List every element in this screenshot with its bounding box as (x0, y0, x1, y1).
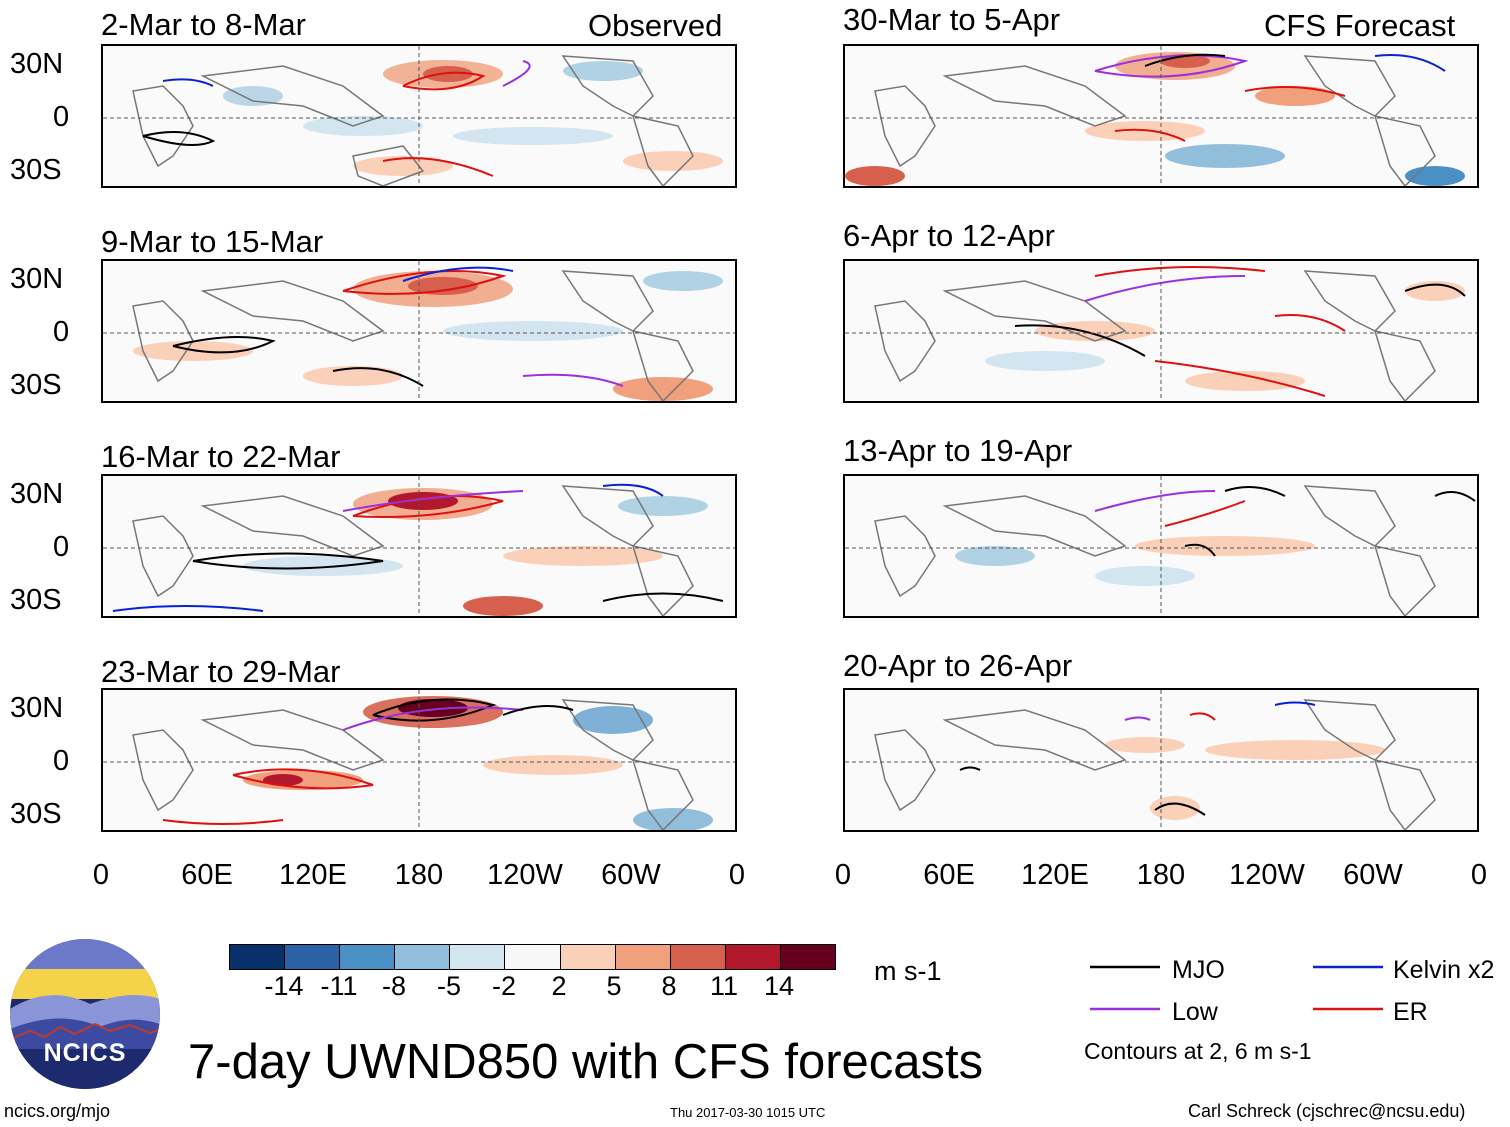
map-panel-2 (101, 259, 737, 403)
footer-url[interactable]: ncics.org/mjo (4, 1101, 111, 1121)
lon-label-right-60e: 60E (923, 859, 975, 891)
colorbar-swatch-5 (504, 945, 560, 969)
map-panel-8-graphic (845, 690, 1477, 830)
forecast-header: CFS Forecast (1264, 8, 1456, 43)
lon-label-left-60w: 60W (601, 859, 661, 891)
lat-label-0-2: 0 (53, 316, 70, 348)
panel-title-7: 13-Apr to 19-Apr (843, 433, 1073, 468)
footer-credit: Carl Schreck (cjschrec@ncsu.edu) (1188, 1101, 1466, 1121)
colorbar-swatch-6 (559, 945, 615, 969)
lon-label-right-120e: 120E (1021, 859, 1089, 891)
colorbar-swatch-0 (230, 945, 285, 969)
map-panel-4 (101, 688, 737, 832)
colorbar-swatch-1 (284, 945, 340, 969)
lon-label-right-0-end: 0 (1470, 859, 1488, 891)
lat-label-30n-2: 30N (10, 263, 64, 295)
colorbar-label: 2 (551, 971, 567, 1001)
lon-label-left-0: 0 (92, 859, 110, 891)
panel-title-6: 6-Apr to 12-Apr (843, 218, 1055, 253)
colorbar-label: -11 (320, 971, 358, 1001)
lat-label-30s-4: 30S (10, 798, 62, 830)
lon-label-left-60e: 60E (181, 859, 233, 891)
map-panel-5-graphic (845, 46, 1477, 186)
panel-title-3: 16-Mar to 22-Mar (101, 439, 341, 474)
lat-label-30n-3: 30N (10, 478, 64, 510)
colorbar-units: m s-1 (874, 956, 942, 986)
legend-contour-note: Contours at 2, 6 m s-1 (1084, 1038, 1312, 1064)
panel-title-1: 2-Mar to 8-Mar (101, 7, 306, 42)
lat-label-30n-1: 30N (10, 48, 64, 80)
lat-label-0-1: 0 (53, 101, 70, 133)
colorbar (229, 944, 836, 970)
panel-title-5: 30-Mar to 5-Apr (843, 2, 1061, 37)
colorbar-swatch-3 (394, 945, 450, 969)
colorbar-label: 11 (709, 971, 739, 1001)
colorbar-label: 5 (606, 971, 622, 1001)
map-panel-1 (101, 44, 737, 188)
lat-label-30s-2: 30S (10, 369, 62, 401)
legend-label-kelvin: Kelvin x2 (1393, 956, 1495, 984)
lon-label-left-0-end: 0 (728, 859, 746, 891)
legend-line-mjo (1090, 965, 1160, 969)
panel-title-2: 9-Mar to 15-Mar (101, 224, 324, 259)
colorbar-swatch-9 (724, 945, 780, 969)
colorbar-label: -8 (381, 971, 407, 1001)
map-panel-8 (843, 688, 1479, 832)
map-panel-5 (843, 44, 1479, 188)
lat-label-30s-3: 30S (10, 584, 62, 616)
legend-line-er (1313, 1007, 1383, 1011)
colorbar-swatch-8 (669, 945, 725, 969)
lon-label-left-120w: 120W (487, 859, 563, 891)
map-panel-2-graphic (103, 261, 735, 401)
colorbar-label: 14 (763, 971, 795, 1001)
lon-label-right-60w: 60W (1343, 859, 1403, 891)
lon-label-left-180: 180 (394, 859, 444, 891)
colorbar-swatch-2 (339, 945, 395, 969)
map-panel-3 (101, 474, 737, 618)
legend-label-er: ER (1393, 998, 1428, 1026)
colorbar-label: -2 (491, 971, 517, 1001)
observed-header: Observed (588, 8, 723, 43)
panel-title-4: 23-Mar to 29-Mar (101, 654, 341, 689)
map-panel-4-graphic (103, 690, 735, 830)
legend-line-kelvin (1313, 965, 1383, 969)
lat-label-0-3: 0 (53, 531, 70, 563)
lon-label-right-120w: 120W (1229, 859, 1305, 891)
colorbar-swatch-4 (449, 945, 505, 969)
colorbar-label: 8 (661, 971, 677, 1001)
figure-title: 7-day UWND850 with CFS forecasts (188, 1035, 984, 1089)
panel-title-8: 20-Apr to 26-Apr (843, 648, 1073, 683)
lon-label-left-120e: 120E (279, 859, 347, 891)
colorbar-label: -14 (264, 971, 304, 1001)
map-panel-6-graphic (845, 261, 1477, 401)
lat-label-30n-4: 30N (10, 692, 64, 724)
map-panel-7 (843, 474, 1479, 618)
colorbar-label: -5 (436, 971, 462, 1001)
colorbar-swatch-7 (614, 945, 670, 969)
legend-label-mjo: MJO (1172, 956, 1225, 984)
ncics-logo-text: NCICS (43, 1039, 127, 1067)
map-panel-6 (843, 259, 1479, 403)
lon-label-right-0: 0 (834, 859, 852, 891)
lon-label-right-180: 180 (1136, 859, 1186, 891)
map-panel-3-graphic (103, 476, 735, 616)
lat-label-0-4: 0 (53, 745, 70, 777)
legend-label-low: Low (1172, 998, 1218, 1026)
colorbar-swatch-10 (779, 945, 836, 969)
map-panel-7-graphic (845, 476, 1477, 616)
ncics-logo: NCICS (10, 939, 160, 1089)
map-panel-1-graphic (103, 46, 735, 186)
lat-label-30s-1: 30S (10, 154, 62, 186)
footer-timestamp: Thu 2017-03-30 1015 UTC (670, 1105, 826, 1120)
legend-line-low (1090, 1007, 1160, 1011)
